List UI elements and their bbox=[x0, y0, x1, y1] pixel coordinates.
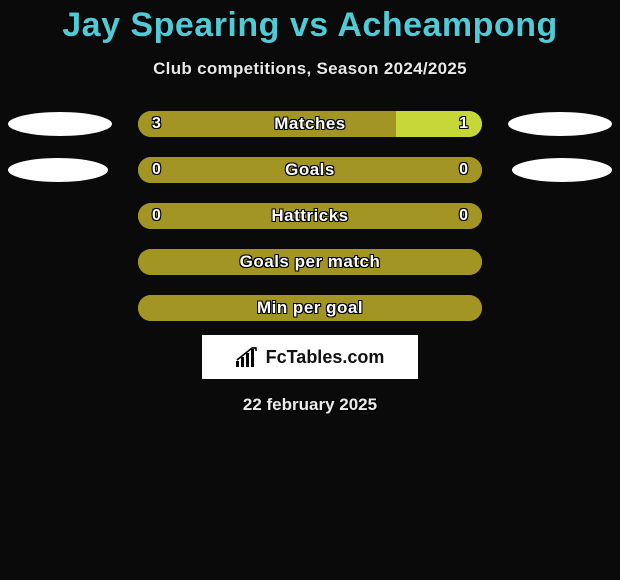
stat-bar: Goals per match bbox=[138, 249, 482, 275]
bar-label: Hattricks bbox=[271, 206, 348, 226]
stat-bar: Goals bbox=[138, 157, 482, 183]
val-left: 0 bbox=[152, 207, 161, 225]
val-right: 1 bbox=[459, 115, 468, 133]
val-left: 3 bbox=[152, 115, 161, 133]
shadow-left-0 bbox=[8, 112, 112, 136]
stat-row: Goals per match bbox=[0, 249, 620, 275]
bar-right-0 bbox=[396, 111, 482, 137]
val-left: 0 bbox=[152, 161, 161, 179]
bar-label: Goals per match bbox=[240, 252, 381, 272]
stat-bar: Hattricks bbox=[138, 203, 482, 229]
stat-rows: Matches 3 1 Goals 0 0 Hattricks 0 0 bbox=[0, 111, 620, 321]
shadow-left-1 bbox=[8, 158, 108, 182]
brand-box: FcTables.com bbox=[202, 335, 418, 379]
page-title: Jay Spearing vs Acheampong bbox=[0, 6, 620, 45]
title-player-left: Jay Spearing bbox=[62, 6, 280, 44]
val-right: 0 bbox=[459, 161, 468, 179]
bar-left-0 bbox=[138, 111, 396, 137]
title-vs: vs bbox=[290, 6, 329, 44]
date: 22 february 2025 bbox=[0, 395, 620, 415]
stat-bar: Matches bbox=[138, 111, 482, 137]
brand-text: FcTables.com bbox=[266, 347, 385, 368]
bar-label: Matches bbox=[274, 114, 346, 134]
title-player-right: Acheampong bbox=[337, 6, 557, 44]
chart-icon bbox=[236, 347, 258, 367]
stat-row: Hattricks 0 0 bbox=[0, 203, 620, 229]
bar-label: Goals bbox=[285, 160, 335, 180]
bar-label: Min per goal bbox=[257, 298, 363, 318]
stat-row: Matches 3 1 bbox=[0, 111, 620, 137]
shadow-right-0 bbox=[508, 112, 612, 136]
subtitle: Club competitions, Season 2024/2025 bbox=[0, 59, 620, 79]
stat-row: Min per goal bbox=[0, 295, 620, 321]
val-right: 0 bbox=[459, 207, 468, 225]
stat-row: Goals 0 0 bbox=[0, 157, 620, 183]
stat-bar: Min per goal bbox=[138, 295, 482, 321]
shadow-right-1 bbox=[512, 158, 612, 182]
